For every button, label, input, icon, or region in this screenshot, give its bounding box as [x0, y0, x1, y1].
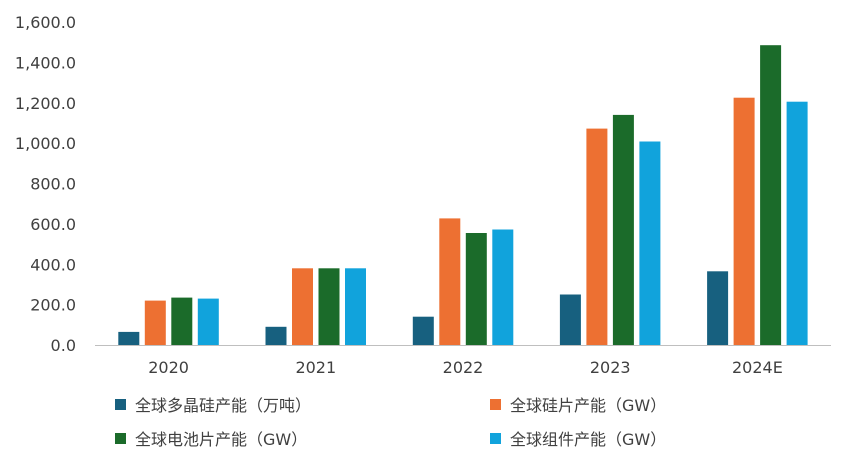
y-tick-label: 0.0: [51, 336, 76, 355]
bar-2021-series-1: [292, 268, 313, 345]
bar-2022-series-2: [465, 233, 487, 345]
x-tick-label: 2021: [295, 358, 336, 377]
y-tick-label: 1,600.0: [15, 13, 76, 32]
y-tick-label: 800.0: [30, 175, 76, 194]
bar-2021-series-3: [345, 268, 366, 345]
y-tick-label: 400.0: [30, 255, 76, 274]
bar-2023-series-3: [639, 141, 661, 345]
bar-2024E-series-1: [733, 97, 755, 345]
bar-2023-series-1: [586, 128, 608, 345]
bar-2024E-series-3: [786, 101, 808, 345]
bar-2021-series-0: [265, 326, 287, 345]
bar-2022-series-3: [492, 229, 514, 345]
y-tick-label: 1,000.0: [15, 134, 76, 153]
y-tick-label: 600.0: [30, 215, 76, 234]
bar-2023-series-0: [559, 294, 581, 345]
bar-2020-series-1: [144, 300, 166, 345]
bar-2022-series-0: [412, 316, 434, 345]
x-tick-label: 2022: [443, 358, 484, 377]
y-axis: 0.0 200.0 400.0 600.0 800.0 1,000.0 1,200.0 1,4…: [15, 13, 76, 355]
x-axis: 2020 2021 2022 2023 2024E: [148, 358, 783, 377]
bar-2024E-series-0: [707, 271, 729, 345]
bar-2021-series-2: [318, 268, 340, 345]
bar-2024E-series-2: [760, 45, 782, 345]
bar-2020-series-2: [171, 297, 193, 345]
x-tick-label: 2024E: [732, 358, 783, 377]
x-tick-label: 2020: [148, 358, 189, 377]
bar-2020-series-3: [197, 298, 219, 345]
y-tick-label: 200.0: [30, 296, 76, 315]
bar-2022-series-1: [439, 218, 461, 345]
bar-2020-series-0: [118, 331, 140, 345]
y-tick-label: 1,200.0: [15, 94, 76, 113]
y-tick-label: 1,400.0: [15, 53, 76, 72]
bars: [118, 45, 808, 346]
bar-2023-series-2: [612, 114, 634, 346]
x-tick-label: 2023: [590, 358, 631, 377]
